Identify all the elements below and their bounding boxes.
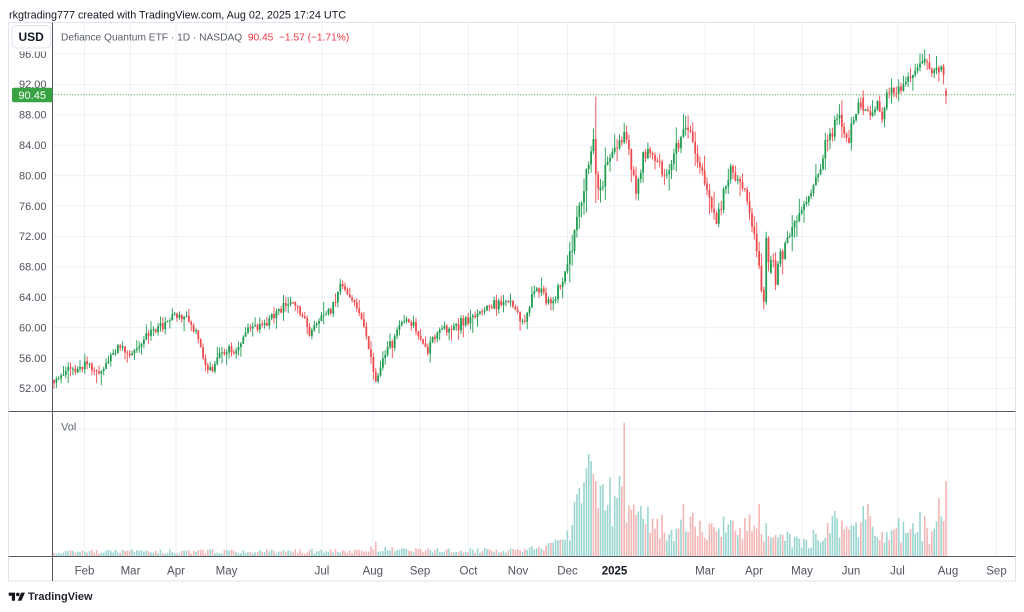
svg-text:Jul: Jul [890,566,905,578]
svg-text:60.00: 60.00 [19,322,47,334]
svg-text:2025: 2025 [602,566,628,578]
svg-text:Oct: Oct [460,566,479,578]
svg-text:Sep: Sep [410,566,430,578]
svg-text:Nov: Nov [508,566,529,578]
svg-text:Apr: Apr [167,566,185,578]
svg-text:Mar: Mar [695,566,715,578]
svg-text:TradingView: TradingView [28,591,93,603]
svg-text:Mar: Mar [121,566,141,578]
svg-text:64.00: 64.00 [19,292,47,304]
svg-text:96.00: 96.00 [19,49,47,61]
svg-text:Aug: Aug [363,566,383,578]
svg-text:68.00: 68.00 [19,262,47,274]
svg-text:Dec: Dec [557,566,578,578]
svg-text:84.00: 84.00 [19,140,47,152]
svg-text:Jul: Jul [315,566,330,578]
svg-text:May: May [216,566,238,578]
svg-text:Apr: Apr [745,566,763,578]
svg-text:72.00: 72.00 [19,231,47,243]
svg-text:76.00: 76.00 [19,201,47,213]
svg-text:Defiance Quantum ETF · 1D · NA: Defiance Quantum ETF · 1D · NASDAQ 90.45… [61,33,349,44]
svg-text:52.00: 52.00 [19,383,47,395]
svg-text:Feb: Feb [75,566,95,578]
svg-text:Jun: Jun [842,566,861,578]
svg-text:Sep: Sep [986,566,1006,578]
svg-text:Vol: Vol [61,422,76,434]
svg-text:USD: USD [19,30,45,44]
svg-text:80.00: 80.00 [19,170,47,182]
svg-text:90.45: 90.45 [18,90,46,102]
svg-text:rkgtrading777 created with Tra: rkgtrading777 created with TradingView.c… [9,10,346,22]
svg-text:Aug: Aug [938,566,958,578]
svg-text:88.00: 88.00 [19,110,47,122]
svg-text:56.00: 56.00 [19,353,47,365]
svg-text:May: May [791,566,813,578]
